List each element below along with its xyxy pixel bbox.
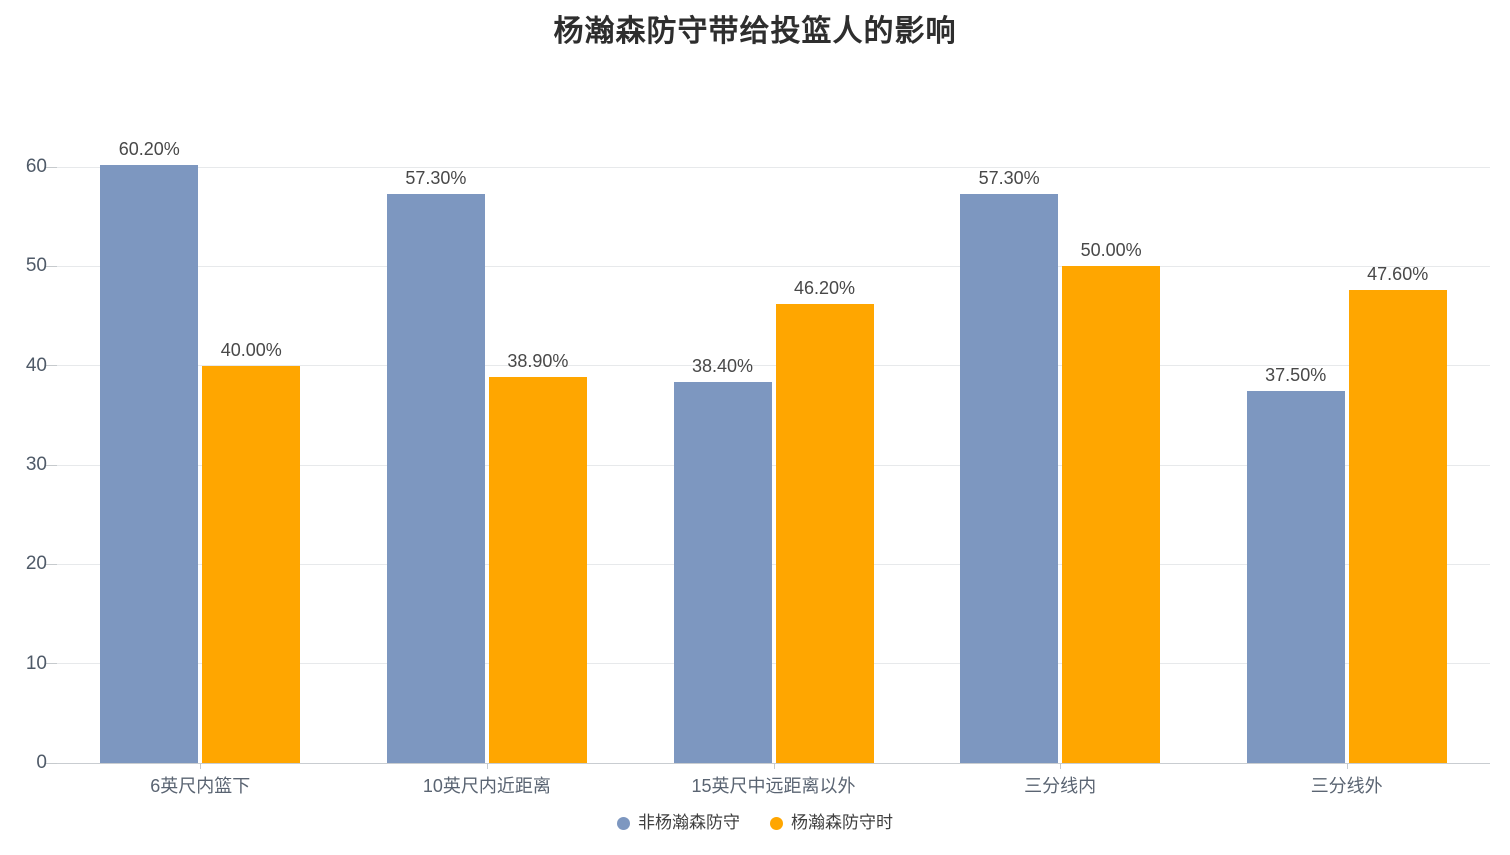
bar-orange-1[interactable]: [488, 376, 587, 763]
bar-blue-0[interactable]: [100, 165, 199, 763]
chart-title: 杨瀚森防守带给投篮人的影响: [553, 15, 957, 48]
bar-value-label: 38.40%: [691, 355, 754, 376]
legend-dot-icon: [617, 816, 630, 830]
y-axis-label: 20: [25, 553, 47, 575]
gridline: [57, 265, 1490, 267]
bar-value-label: 50.00%: [1080, 240, 1142, 261]
x-axis-label: 三分线内: [1024, 776, 1097, 796]
bar-value-label: 47.60%: [1367, 264, 1429, 285]
gridline: [57, 563, 1490, 565]
legend: 非杨瀚森防守 杨瀚森防守时: [0, 812, 1510, 834]
bar-blue-3[interactable]: [960, 193, 1059, 763]
y-axis-label: 60: [25, 156, 47, 177]
bar-value-label: 57.30%: [978, 167, 1040, 188]
bar-blue-2[interactable]: [673, 381, 772, 763]
y-axis-tick: [45, 265, 57, 267]
x-axis-label: 15英尺中远距离以外: [691, 776, 856, 796]
x-axis-tick: [486, 763, 488, 769]
x-axis-label: 10英尺内近距离: [422, 776, 551, 796]
gridline: [57, 663, 1490, 665]
y-axis-tick: [45, 464, 57, 466]
gridline: [57, 464, 1490, 466]
bar-orange-0[interactable]: [202, 365, 301, 763]
bar-orange-4[interactable]: [1348, 290, 1447, 763]
x-axis-tick: [1346, 763, 1348, 769]
legend-item-blue-series[interactable]: 非杨瀚森防守: [617, 812, 740, 834]
bar-value-label: 57.30%: [405, 167, 467, 188]
bar-value-label: 38.90%: [507, 350, 569, 371]
x-axis-tick: [1060, 763, 1062, 769]
y-axis-tick: [45, 563, 57, 565]
y-axis-tick: [45, 762, 57, 764]
y-axis-label: 0: [36, 752, 47, 773]
y-axis-tick: [45, 166, 57, 168]
bar-orange-2[interactable]: [775, 304, 874, 763]
legend-item-orange-series[interactable]: 杨瀚森防守时: [770, 812, 893, 834]
bar-value-label: 37.50%: [1265, 364, 1327, 385]
y-axis-label: 10: [25, 652, 47, 674]
x-axis-label: 6英尺内篮下: [150, 776, 251, 796]
x-axis-tick: [200, 763, 202, 769]
bar-value-label: 46.20%: [793, 278, 856, 299]
y-axis-label: 40: [25, 354, 47, 376]
bar-value-label: 60.20%: [118, 139, 180, 159]
bar-value-label: 40.00%: [220, 339, 282, 360]
x-axis-label: 三分线外: [1310, 776, 1383, 796]
legend-label: 杨瀚森防守时: [791, 813, 893, 832]
bar-blue-4[interactable]: [1246, 390, 1345, 763]
y-axis-tick: [45, 663, 57, 665]
legend-dot-icon: [770, 816, 783, 830]
gridline: [57, 365, 1490, 367]
y-axis-label: 30: [25, 454, 47, 475]
bar-orange-3[interactable]: [1062, 266, 1161, 763]
bar-blue-1[interactable]: [386, 193, 485, 763]
y-axis-label: 50: [25, 255, 47, 277]
legend-label: 非杨瀚森防守: [638, 813, 740, 832]
y-axis-tick: [45, 365, 57, 367]
gridline: [57, 166, 1490, 168]
x-axis-tick: [773, 763, 775, 769]
